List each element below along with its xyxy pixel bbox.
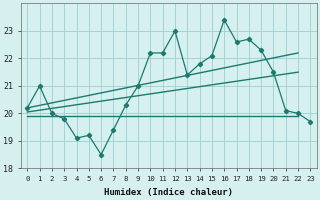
X-axis label: Humidex (Indice chaleur): Humidex (Indice chaleur) bbox=[104, 188, 233, 197]
